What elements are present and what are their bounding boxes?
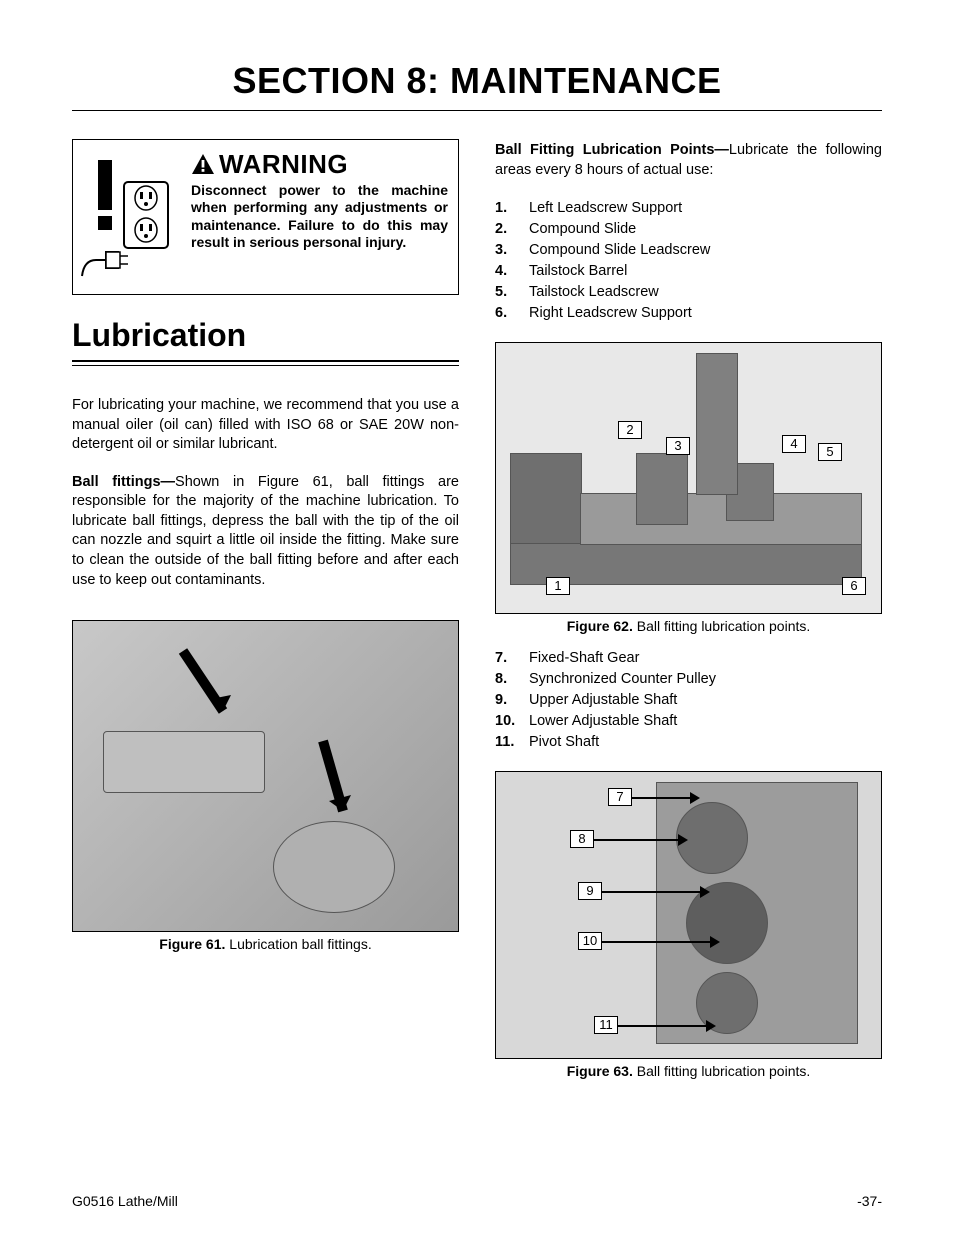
list-item-text: Compound Slide Leadscrew (529, 240, 710, 261)
list-item-number: 6. (495, 303, 529, 324)
sub-rule-thin (72, 365, 459, 366)
callout-label: 10 (578, 932, 602, 950)
list-item-text: Left Leadscrew Support (529, 198, 682, 219)
list-item-text: Right Leadscrew Support (529, 303, 692, 324)
figure-62: 1 2 3 45 6 (495, 342, 882, 614)
callout-label: 5 (818, 443, 842, 461)
ball-fittings-label: Ball fittings— (72, 474, 175, 490)
list-item-number: 9. (495, 690, 529, 711)
callout-label: 7 (608, 788, 632, 806)
title-rule (72, 110, 882, 111)
callout-arrowhead (700, 886, 710, 898)
callout-label: 2 (618, 421, 642, 439)
ball-fittings-paragraph: Ball fittings—Shown in Figure 61, ball f… (72, 473, 459, 590)
sub-rule-thick (72, 360, 459, 362)
figure-63-caption: Figure 63. Ball fitting lubrication poin… (495, 1063, 882, 1079)
warning-body: Disconnect power to the machine when per… (191, 182, 448, 252)
callout-leader (618, 1025, 708, 1027)
warning-box: WARNING Disconnect power to the machine … (72, 139, 459, 295)
warning-triangle-icon (191, 153, 215, 175)
list-item: 3.Compound Slide Leadscrew (495, 240, 882, 261)
callout-label: 4 (782, 435, 806, 453)
list-item-text: Compound Slide (529, 219, 636, 240)
list-item: 10.Lower Adjustable Shaft (495, 711, 882, 732)
list-item-text: Tailstock Barrel (529, 261, 627, 282)
callout-leader (594, 839, 680, 841)
intro-paragraph: For lubricating your machine, we recomme… (72, 396, 459, 455)
figure-63: 7 8 9 10 11 (495, 771, 882, 1059)
figure-61-caption: Figure 61. Lubrication ball fittings. (72, 936, 459, 952)
callout-label: 11 (594, 1016, 618, 1034)
callout-label: 9 (578, 882, 602, 900)
list-item-text: Fixed-Shaft Gear (529, 648, 639, 669)
list-item-number: 5. (495, 282, 529, 303)
list-item-number: 1. (495, 198, 529, 219)
list-item-text: Pivot Shaft (529, 732, 599, 753)
list-item-number: 11. (495, 732, 529, 753)
list-item: 9.Upper Adjustable Shaft (495, 690, 882, 711)
callout-arrowhead (690, 792, 700, 804)
list-item-number: 3. (495, 240, 529, 261)
page-footer: G0516 Lathe/Mill -37- (72, 1193, 882, 1209)
warning-heading-text: WARNING (219, 148, 348, 181)
callout-arrowhead (706, 1020, 716, 1032)
callout-label: 8 (570, 830, 594, 848)
ball-points-paragraph: Ball Fitting Lubrication Points—Lubricat… (495, 141, 882, 180)
warning-heading: WARNING (191, 148, 448, 181)
list-item: 11.Pivot Shaft (495, 732, 882, 753)
list-item: 6.Right Leadscrew Support (495, 303, 882, 324)
footer-left: G0516 Lathe/Mill (72, 1193, 178, 1209)
figure-62-caption: Figure 62. Ball fitting lubrication poin… (495, 618, 882, 634)
callout-leader (602, 891, 702, 893)
list-item: 1.Left Leadscrew Support (495, 198, 882, 219)
figure-61 (72, 620, 459, 932)
outlet-plug-icon (73, 148, 191, 286)
list-item-text: Lower Adjustable Shaft (529, 711, 677, 732)
list-item: 5.Tailstock Leadscrew (495, 282, 882, 303)
list-item: 7.Fixed-Shaft Gear (495, 648, 882, 669)
list-item-text: Tailstock Leadscrew (529, 282, 659, 303)
callout-leader (602, 941, 712, 943)
list-item: 8.Synchronized Counter Pulley (495, 669, 882, 690)
section-title: SECTION 8: MAINTENANCE (72, 60, 882, 102)
callout-leader (632, 797, 692, 799)
callout-label: 1 (546, 577, 570, 595)
list-item-text: Upper Adjustable Shaft (529, 690, 677, 711)
callout-arrowhead (710, 936, 720, 948)
list-item: 2.Compound Slide (495, 219, 882, 240)
lubrication-list-1: 1.Left Leadscrew Support2.Compound Slide… (495, 198, 882, 324)
callout-arrowhead (678, 834, 688, 846)
ball-fittings-body: Shown in Figure 61, ball fittings are re… (72, 474, 459, 588)
lubrication-heading: Lubrication (72, 317, 459, 354)
list-item-number: 4. (495, 261, 529, 282)
list-item-text: Synchronized Counter Pulley (529, 669, 716, 690)
lubrication-list-2: 7.Fixed-Shaft Gear8.Synchronized Counter… (495, 648, 882, 753)
list-item-number: 10. (495, 711, 529, 732)
ball-points-label: Ball Fitting Lubrication Points— (495, 142, 729, 158)
list-item-number: 7. (495, 648, 529, 669)
left-column: WARNING Disconnect power to the machine … (72, 139, 459, 1079)
right-column: Ball Fitting Lubrication Points—Lubricat… (495, 139, 882, 1079)
list-item-number: 2. (495, 219, 529, 240)
callout-label: 3 (666, 437, 690, 455)
footer-right: -37- (857, 1193, 882, 1209)
list-item: 4.Tailstock Barrel (495, 261, 882, 282)
callout-label: 6 (842, 577, 866, 595)
list-item-number: 8. (495, 669, 529, 690)
